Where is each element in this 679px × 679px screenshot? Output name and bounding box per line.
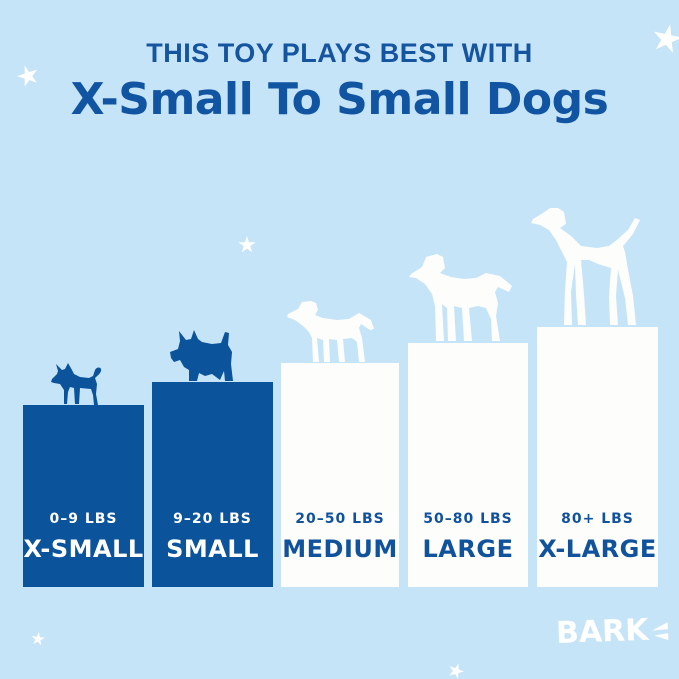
bar-label: 50–80 LBS LARGE — [408, 511, 528, 563]
weight-range-label: 9–20 LBS — [173, 511, 252, 527]
bar-label: 0–9 LBS X-SMALL — [23, 511, 144, 563]
chart-eyebrow-text: THIS TOY PLAYS BEST WITH — [146, 38, 533, 68]
bark-sound-chevrons-icon — [652, 621, 669, 640]
bar-label: 20–50 LBS MEDIUM — [281, 511, 399, 563]
bark-logo: BARK — [555, 612, 670, 651]
size-name-label: X-LARGE — [538, 535, 657, 563]
bar-xsmall: 0–9 LBS X-SMALL — [23, 405, 144, 587]
star-icon — [30, 631, 46, 647]
size-name-label: SMALL — [166, 535, 259, 563]
size-column-medium: 20–50 LBS MEDIUM — [281, 301, 399, 587]
scottish-terrier-icon — [170, 330, 233, 381]
weight-range-label: 0–9 LBS — [49, 511, 118, 527]
weight-range-label: 20–50 LBS — [295, 511, 385, 527]
weight-range-label: 80+ LBS — [561, 511, 634, 527]
weight-range-label: 50–80 LBS — [423, 511, 513, 527]
size-column-xsmall: 0–9 LBS X-SMALL — [23, 363, 144, 587]
chihuahua-icon — [51, 363, 102, 405]
bar-label: 9–20 LBS SMALL — [152, 511, 273, 563]
size-name-label: X-SMALL — [23, 535, 144, 563]
star-icon — [446, 661, 467, 679]
bar-medium: 20–50 LBS MEDIUM — [281, 363, 399, 587]
bar-xlarge: 80+ LBS X-LARGE — [537, 327, 658, 587]
size-name-label: MEDIUM — [282, 535, 398, 563]
star-icon — [238, 236, 256, 253]
labrador-icon — [287, 301, 374, 362]
golden-retriever-icon — [409, 254, 512, 341]
bark-logo-text: BARK — [555, 612, 650, 651]
size-column-small: 9–20 LBS SMALL — [152, 330, 273, 587]
bar-large: 50–80 LBS LARGE — [408, 343, 528, 587]
bar-small: 9–20 LBS SMALL — [152, 382, 273, 587]
size-column-large: 50–80 LBS LARGE — [408, 254, 528, 587]
bar-label: 80+ LBS X-LARGE — [537, 511, 658, 563]
size-name-label: LARGE — [422, 535, 514, 563]
chart-title: X-Small To Small Dogs — [70, 74, 609, 125]
size-column-xlarge: 80+ LBS X-LARGE — [531, 208, 658, 587]
great-dane-icon — [531, 208, 640, 325]
